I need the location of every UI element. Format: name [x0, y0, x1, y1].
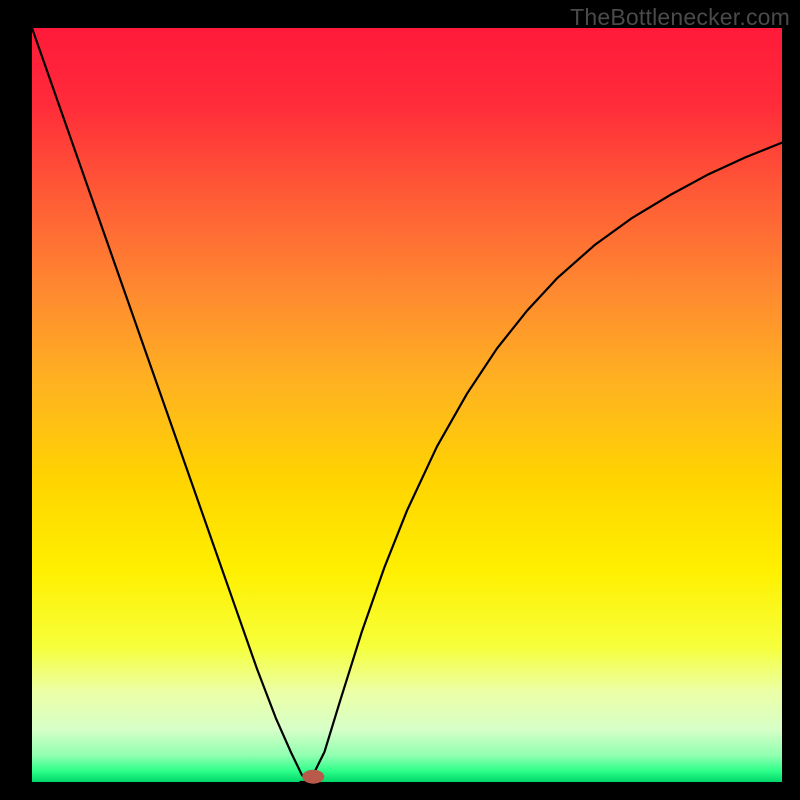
plot-area: [32, 28, 782, 782]
optimal-point-marker: [302, 770, 324, 784]
watermark-text: TheBottlenecker.com: [570, 4, 790, 31]
